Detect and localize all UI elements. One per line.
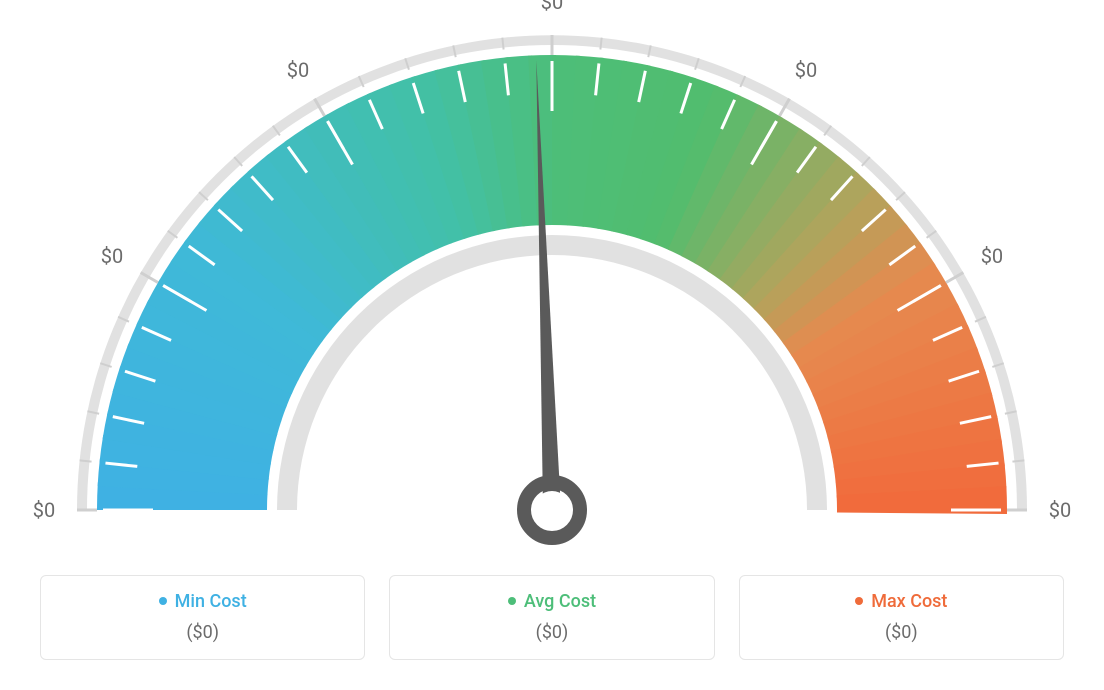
legend-card-avg-cost: Avg Cost ($0) — [389, 575, 714, 660]
legend-value: ($0) — [750, 622, 1053, 643]
legend-title-text: Avg Cost — [524, 591, 596, 612]
gauge-tick-label: $0 — [795, 58, 817, 82]
legend-dot-icon — [159, 597, 167, 605]
legend-title: Avg Cost — [508, 591, 596, 612]
gauge-tick-label: $0 — [981, 244, 1003, 268]
gauge-tick-label: $0 — [101, 244, 123, 268]
legend-dot-icon — [855, 597, 863, 605]
legend-card-max-cost: Max Cost ($0) — [739, 575, 1064, 660]
legend-value: ($0) — [400, 622, 703, 643]
legend-title-text: Min Cost — [175, 591, 247, 612]
gauge-chart: $0 $0 $0 $0 $0 $0 $0 — [0, 0, 1104, 560]
legend-row: Min Cost ($0) Avg Cost ($0) Max Cost ($0) — [40, 575, 1064, 660]
legend-title: Min Cost — [159, 591, 247, 612]
legend-card-min-cost: Min Cost ($0) — [40, 575, 365, 660]
gauge-tick-label: $0 — [1049, 498, 1071, 522]
gauge-svg — [0, 0, 1104, 580]
gauge-tick-label: $0 — [541, 0, 563, 14]
legend-dot-icon — [508, 597, 516, 605]
gauge-tick-label: $0 — [287, 58, 309, 82]
legend-value: ($0) — [51, 622, 354, 643]
legend-title-text: Max Cost — [871, 591, 947, 612]
legend-title: Max Cost — [855, 591, 947, 612]
gauge-tick-label: $0 — [33, 498, 55, 522]
